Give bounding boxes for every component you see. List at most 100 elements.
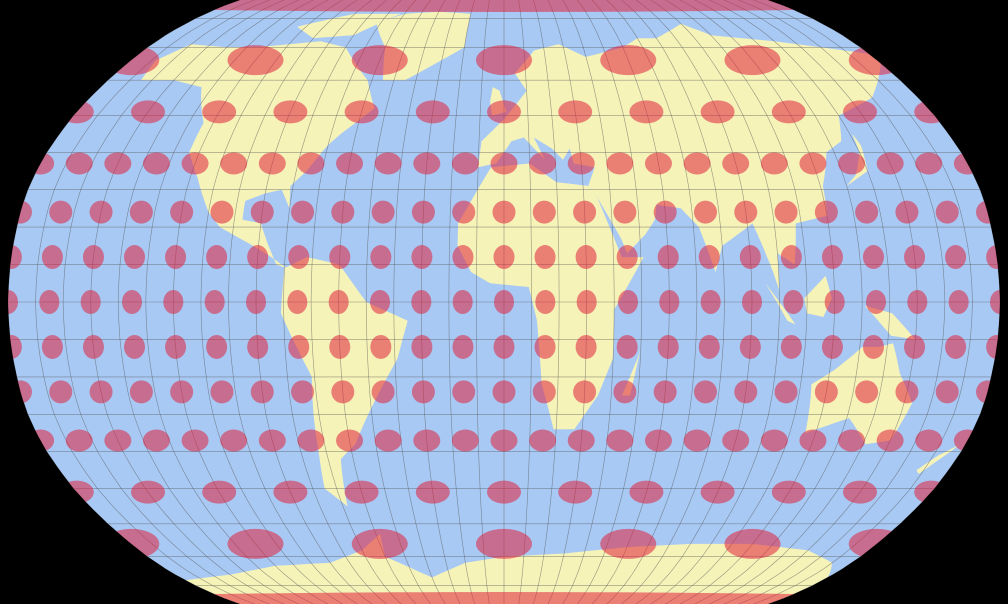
indicatrix [80, 290, 101, 314]
indicatrix [452, 334, 474, 359]
indicatrix [734, 200, 758, 224]
indicatrix [165, 334, 187, 359]
indicatrix [492, 200, 516, 224]
landmass [846, 133, 868, 186]
indicatrix [616, 334, 638, 359]
indicatrix [210, 380, 234, 404]
indicatrix [771, 480, 806, 504]
indicatrix [629, 480, 664, 504]
indicatrix [575, 245, 597, 270]
indicatrix [907, 290, 928, 314]
indicatrix [629, 100, 664, 124]
indicatrix [653, 200, 677, 224]
indicatrix [532, 380, 556, 404]
indicatrix [49, 380, 73, 404]
indicatrix [613, 380, 637, 404]
indicatrix [698, 334, 720, 359]
indicatrix [904, 245, 926, 270]
indicatrix [490, 429, 518, 452]
indicatrix [122, 290, 142, 314]
indicatrix [165, 245, 187, 270]
indicatrix [945, 245, 967, 270]
indicatrix [288, 334, 310, 359]
indicatrix [202, 100, 237, 124]
indicatrix [558, 480, 593, 504]
indicatrix [104, 152, 132, 175]
indicatrix [206, 334, 228, 359]
indicatrix [129, 200, 153, 224]
indicatrix [124, 245, 146, 270]
indicatrix [220, 152, 248, 175]
indicatrix [935, 200, 959, 224]
indicatrix [567, 429, 595, 452]
indicatrix [329, 334, 351, 359]
indicatrix [821, 245, 843, 270]
indicatrix [990, 290, 1000, 314]
indicatrix [413, 152, 441, 175]
indicatrix [600, 528, 657, 559]
indicatrix [862, 334, 884, 359]
indicatrix [8, 334, 22, 359]
indicatrix [181, 152, 209, 175]
indicatrix [774, 380, 798, 404]
indicatrix [529, 429, 557, 452]
indicatrix [344, 480, 379, 504]
indicatrix [220, 429, 248, 452]
indicatrix [576, 290, 597, 314]
indicatrix [855, 380, 879, 404]
indicatrix [771, 100, 806, 124]
indicatrix [492, 380, 516, 404]
indicatrix [862, 245, 884, 270]
indicatrix [8, 245, 22, 270]
indicatrix [693, 380, 717, 404]
indicatrix [82, 245, 104, 270]
indicatrix [567, 152, 595, 175]
indicatrix [821, 334, 843, 359]
indicatrix [935, 380, 959, 404]
indicatrix [895, 380, 919, 404]
indicatrix [65, 429, 93, 452]
indicatrix [142, 429, 170, 452]
indicatrix [799, 152, 827, 175]
indicatrix [535, 290, 556, 314]
landmass [297, 13, 402, 39]
indicatrix [573, 380, 597, 404]
indicatrix [774, 200, 798, 224]
indicatrix [700, 290, 721, 314]
indicatrix [876, 429, 904, 452]
indicatrix [739, 334, 761, 359]
indicatrix [41, 334, 63, 359]
indicatrix [374, 152, 402, 175]
indicatrix [487, 100, 521, 124]
indicatrix [915, 429, 943, 452]
indicatrix [291, 200, 315, 224]
indicatrix [843, 100, 878, 124]
indicatrix [415, 480, 450, 504]
indicatrix [288, 245, 310, 270]
indicatrix [493, 245, 515, 270]
indicatrix [89, 200, 113, 224]
indicatrix [250, 380, 274, 404]
indicatrix [476, 45, 532, 76]
indicatrix [351, 45, 408, 76]
indicatrix [452, 200, 476, 224]
indicatrix [89, 380, 113, 404]
indicatrix [573, 200, 597, 224]
indicatrix [104, 429, 132, 452]
indicatrix [722, 429, 750, 452]
indicatrix [843, 480, 878, 504]
indicatrix [371, 380, 395, 404]
indicatrix [760, 429, 788, 452]
indicatrix [411, 380, 435, 404]
indicatrix [783, 290, 804, 314]
indicatrix [41, 245, 63, 270]
indicatrix [374, 429, 402, 452]
indicatrix [760, 152, 788, 175]
indicatrix [452, 380, 476, 404]
indicatrix [742, 290, 762, 314]
landmass [804, 275, 832, 317]
indicatrix [452, 245, 474, 270]
indicatrix [532, 200, 556, 224]
landmass [478, 23, 881, 291]
indicatrix [575, 334, 597, 359]
